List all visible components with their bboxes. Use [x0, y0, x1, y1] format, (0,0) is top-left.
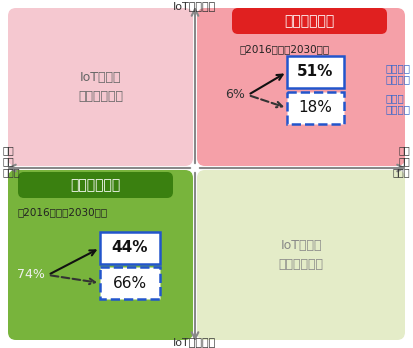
Text: ベース: ベース	[385, 93, 404, 103]
FancyBboxPatch shape	[18, 172, 173, 198]
FancyBboxPatch shape	[8, 170, 193, 340]
Text: （低）: （低）	[3, 167, 21, 177]
Text: IoT化が高
企業改革が低: IoT化が高 企業改革が低	[78, 71, 123, 103]
Text: 44%: 44%	[112, 240, 148, 255]
Text: 18%: 18%	[298, 101, 332, 116]
Text: 企業: 企業	[3, 145, 15, 155]
Text: 51%: 51%	[297, 64, 333, 79]
Text: IoT化が低
企業改革が高: IoT化が低 企業改革が高	[278, 239, 323, 271]
Text: 【2016年】【2030年】: 【2016年】【2030年】	[240, 44, 330, 54]
Text: IoT化（高）: IoT化（高）	[173, 1, 217, 11]
Text: （高）: （高）	[392, 167, 410, 177]
Text: 74%: 74%	[17, 269, 45, 282]
Text: 先進グループ: 先進グループ	[285, 14, 335, 28]
FancyBboxPatch shape	[287, 92, 344, 124]
Text: 6%: 6%	[225, 88, 245, 102]
FancyBboxPatch shape	[197, 8, 405, 166]
Text: シナリオ: シナリオ	[385, 74, 410, 84]
FancyBboxPatch shape	[100, 232, 160, 264]
Text: 【2016年】【2030年】: 【2016年】【2030年】	[18, 207, 108, 217]
Text: シナリオ: シナリオ	[385, 104, 410, 114]
FancyBboxPatch shape	[287, 56, 344, 88]
FancyBboxPatch shape	[232, 8, 387, 34]
Text: 企業: 企業	[398, 145, 410, 155]
FancyBboxPatch shape	[8, 8, 193, 166]
Text: 改革: 改革	[3, 156, 15, 166]
FancyBboxPatch shape	[100, 267, 160, 299]
Text: 66%: 66%	[113, 276, 147, 291]
FancyBboxPatch shape	[197, 170, 405, 340]
Text: 後進グループ: 後進グループ	[70, 178, 121, 192]
Text: 改革: 改革	[398, 156, 410, 166]
Text: IoT化（低）: IoT化（低）	[173, 337, 217, 347]
Text: 経済成長: 経済成長	[385, 63, 410, 73]
